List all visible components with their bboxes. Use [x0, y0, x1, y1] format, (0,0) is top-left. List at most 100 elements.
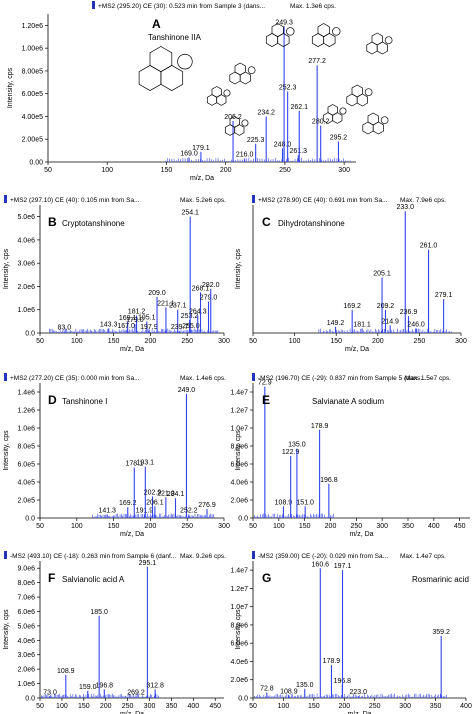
ring-bond	[211, 86, 222, 98]
panel-letter: D	[48, 393, 57, 407]
peak-label: 221.1	[157, 300, 175, 307]
ring-bond	[367, 112, 379, 126]
x-tick-label: 50	[36, 338, 44, 345]
max-intensity-label: Max. 1.3e6 cps.	[290, 3, 336, 10]
x-tick-label: 150	[78, 703, 90, 710]
peak-label: 223.0	[350, 689, 368, 696]
peak-label: 254.1	[181, 210, 199, 217]
baseline-noise	[49, 328, 219, 333]
x-axis-title: m/z, Da	[347, 711, 371, 714]
header-marker	[252, 373, 255, 381]
x-axis-title: m/z, Da	[120, 531, 144, 538]
peak-label: 214.9	[381, 318, 399, 325]
x-tick-label: 350	[166, 703, 178, 710]
ring-bond	[234, 62, 246, 76]
peak-label: 143.3	[100, 321, 118, 328]
peak-label: 279.1	[435, 292, 453, 299]
x-tick-label: 400	[460, 703, 472, 710]
y-tick-label: 1.0e7	[230, 604, 248, 611]
y-tick-label: 1.4e7	[230, 568, 248, 575]
max-intensity-label: Max. 7.9e6 cps.	[400, 197, 446, 204]
y-tick-label: 1.00e6	[22, 46, 44, 53]
peak-label: 234.1	[167, 491, 185, 498]
y-tick-label: 8.0e5	[17, 444, 35, 451]
furan-ring	[380, 116, 389, 125]
peak-label: 252.2	[180, 507, 198, 514]
fragment-structure-9	[322, 104, 347, 124]
y-tick-label: 5.0e6	[17, 623, 35, 630]
compound-name: Tanshinone I	[62, 397, 107, 406]
y-axis-title: Intensity, cps	[3, 248, 10, 289]
x-axis-title: m/z, Da	[345, 346, 369, 353]
peak-label: 181.1	[353, 321, 371, 328]
x-tick-label: 250	[181, 338, 193, 345]
furan-ring	[339, 107, 347, 115]
furan-ring	[241, 119, 249, 127]
compound-name: Rosmarinic acid	[412, 575, 469, 584]
x-tick-label: 200	[325, 523, 337, 530]
y-tick-label: 0.0	[25, 696, 35, 703]
peak-label: 169.2	[119, 500, 137, 507]
peak-label: 141.3	[98, 507, 116, 514]
ring-bond	[160, 64, 184, 92]
y-tick-label: 4.0e6	[230, 480, 248, 487]
peak-label: 206.1	[146, 499, 164, 506]
ring-bond	[271, 23, 284, 38]
x-tick-label: 50	[36, 523, 44, 530]
y-tick-label: 0.0	[25, 516, 35, 523]
x-tick-label: 150	[308, 703, 320, 710]
peak-label: 221.0	[157, 490, 175, 497]
spectrum-panel-g: -MS2 (359.00) CE (-20): 0.029 min from S…	[230, 551, 472, 714]
header-marker	[92, 1, 95, 9]
y-tick-label: 1.0e6	[17, 681, 35, 688]
y-tick-label: 2.00e5	[22, 137, 44, 144]
furan-ring	[223, 89, 231, 97]
peak-label: 282.0	[202, 282, 220, 289]
furan-ring	[364, 88, 373, 97]
fragment-structure-5	[206, 86, 231, 106]
x-tick-label: 100	[56, 703, 68, 710]
peak-label: 181.2	[128, 309, 146, 316]
y-tick-label: 4.0e6	[17, 237, 35, 244]
baseline-noise	[318, 328, 452, 333]
x-tick-label: 300	[218, 338, 230, 345]
peak-label: 209.0	[148, 290, 166, 297]
furan-ring	[247, 66, 256, 75]
y-tick-label: 5.0e6	[17, 214, 35, 221]
y-tick-label: 7.0e6	[17, 595, 35, 602]
peak-label: 236.9	[400, 309, 418, 316]
x-tick-label: 300	[376, 523, 388, 530]
x-tick-label: 250	[414, 338, 426, 345]
peak-label: 196.8	[96, 682, 114, 689]
y-tick-label: 3.0e6	[17, 652, 35, 659]
peak-label: 276.9	[198, 502, 216, 509]
peak-label: 295.2	[330, 135, 348, 142]
panel-header: +MS2 (297.10) CE (40): 0.105 min from Sa…	[10, 197, 140, 204]
x-tick-label: 100	[273, 523, 285, 530]
max-intensity-label: Max. 1.4e6 cps.	[180, 375, 226, 382]
peak-label: 151.0	[296, 499, 314, 506]
compound-name: Tanshinone IIA	[148, 33, 202, 42]
y-axis-title: Intensity, cps	[235, 248, 242, 289]
peak-label: 185.0	[90, 609, 108, 616]
peak-label: 248.0	[274, 141, 292, 148]
y-axis-title: Intensity, cps	[3, 430, 10, 471]
x-tick-label: 350	[402, 523, 414, 530]
x-tick-label: 100	[278, 703, 290, 710]
furan-ring	[286, 27, 295, 36]
x-tick-label: 450	[454, 523, 466, 530]
header-marker	[4, 551, 7, 559]
x-tick-label: 50	[249, 703, 257, 710]
x-tick-label: 200	[220, 167, 232, 174]
header-marker	[4, 373, 7, 381]
peak-label: 191.9	[136, 507, 154, 514]
baseline-noise	[92, 513, 214, 518]
panel-letter: F	[48, 571, 55, 585]
x-tick-label: 100	[101, 167, 113, 174]
x-tick-label: 150	[108, 338, 120, 345]
x-tick-label: 450	[209, 703, 221, 710]
peak-label: 268.1	[192, 285, 210, 292]
panel-header: -MS2 (196.70) CE (-29): 0.837 min from S…	[258, 375, 426, 382]
spectrum-panel-a: +MS2 (295.20) CE (30): 0.523 min from Sa…	[7, 1, 356, 182]
y-tick-label: 4.0e6	[17, 638, 35, 645]
